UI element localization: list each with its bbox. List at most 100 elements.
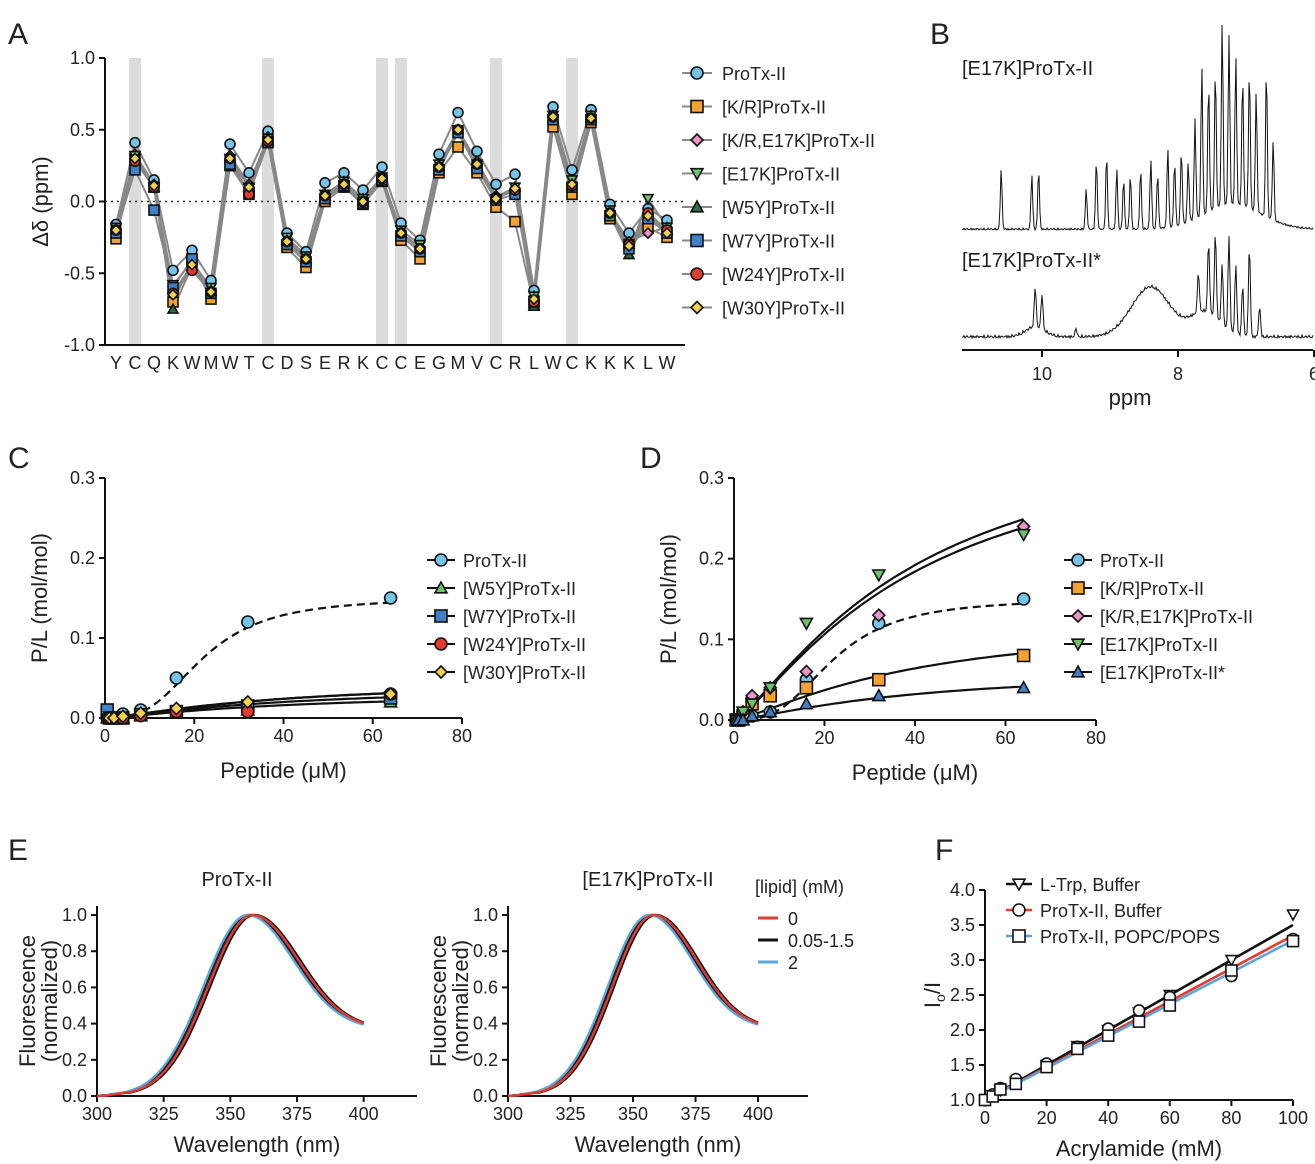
x-tick-label: 80 <box>1221 1108 1241 1128</box>
data-point <box>1224 954 1239 968</box>
data-point <box>744 698 760 712</box>
panel-letter-f: F <box>935 834 953 867</box>
data-point <box>986 1090 1000 1103</box>
legend-marker <box>434 637 448 651</box>
legend-title: [lipid] (mM) <box>755 877 844 897</box>
y-tick-label: 1.0 <box>473 905 498 925</box>
data-point <box>133 706 148 721</box>
data-point <box>242 181 256 194</box>
x-tick-label-residue: R <box>338 353 351 373</box>
data-point <box>1286 934 1300 948</box>
x-tick-label: 325 <box>149 1104 179 1124</box>
legend-marker <box>1070 638 1086 652</box>
legend-label: [W7Y]ProTx-II <box>722 232 835 252</box>
data-point <box>1132 1004 1146 1017</box>
x-tick-label: 60 <box>1160 1108 1180 1128</box>
y-tick-label: 0.8 <box>473 941 498 961</box>
data-point <box>622 239 636 253</box>
data-point <box>167 264 179 277</box>
legend-marker <box>689 199 705 213</box>
spectrum-title: [E17K]ProTx-II <box>962 58 1093 80</box>
data-point <box>224 138 236 150</box>
x-tick-label-residue: W <box>222 353 239 373</box>
legend-marker <box>1012 903 1026 917</box>
legend-marker <box>1070 608 1086 624</box>
legend-label: [K/R,E17K]ProTx-II <box>1100 607 1253 627</box>
x-tick-label: 60 <box>995 728 1015 748</box>
x-tick-label: 60 <box>363 726 383 746</box>
data-point <box>261 133 275 146</box>
emission-spectrum <box>96 913 365 1098</box>
x-tick-label: 0 <box>729 728 739 748</box>
x-tick-label: 375 <box>680 1104 710 1124</box>
highlight-band-cysteine <box>566 58 578 345</box>
legend-label: ProTx-II <box>463 551 527 571</box>
data-point <box>762 682 778 696</box>
legend-marker <box>434 553 448 567</box>
data-point <box>565 178 579 191</box>
y-tick-label: 0.1 <box>699 629 724 649</box>
data-point <box>1016 528 1031 543</box>
x-tick-label-residue: S <box>300 353 312 373</box>
legend-label: [W24Y]ProTx-II <box>722 265 845 285</box>
data-point <box>1009 1077 1023 1091</box>
emission-spectrum <box>507 913 759 1098</box>
data-point <box>413 242 427 255</box>
x-tick-label-residue: E <box>414 353 426 373</box>
y-tick-label: 0.5 <box>70 120 95 140</box>
panel-letter-e: E <box>8 834 28 867</box>
legend-label: [W5Y]ProTx-II <box>722 198 835 218</box>
legend-label: ProTx-II, POPC/POPS <box>1040 927 1220 947</box>
y-tick-label: 0.1 <box>70 628 95 648</box>
y-tick-label: 0.4 <box>473 1014 498 1034</box>
data-point <box>527 292 541 306</box>
x-tick-label: 300 <box>493 1104 523 1124</box>
y-axis-label: Fluorescence <box>15 935 40 1067</box>
data-point <box>432 160 446 174</box>
legend-label: [W30Y]ProTx-II <box>463 663 586 683</box>
data-point <box>394 226 408 240</box>
nmr-spectrum-trace <box>962 24 1314 232</box>
legend-marker <box>433 664 449 680</box>
x-tick-label-residue: M <box>451 353 466 373</box>
legend-marker <box>690 66 704 80</box>
data-point <box>1016 680 1031 694</box>
data-point <box>871 672 886 687</box>
data-point <box>470 158 484 171</box>
legend-marker <box>689 132 705 148</box>
x-tick-label-residue: V <box>471 353 483 373</box>
data-point <box>799 617 814 631</box>
legend-marker <box>1070 664 1086 678</box>
legend-marker <box>690 267 704 281</box>
emission-spectrum <box>507 913 759 1098</box>
y-tick-label: 0.3 <box>70 468 95 488</box>
x-tick-label-residue: M <box>204 353 219 373</box>
data-point <box>1071 1042 1084 1056</box>
y-axis-label: (normalized) <box>448 940 473 1062</box>
y-tick-label: 2.0 <box>950 1020 975 1040</box>
y-axis-label: (normalized) <box>37 940 62 1062</box>
y-axis-label-rest: /I <box>920 982 945 994</box>
data-point <box>871 688 887 702</box>
x-tick-label-residue: D <box>281 353 294 373</box>
y-tick-label: 0.6 <box>62 977 87 997</box>
data-point <box>994 1083 1007 1096</box>
data-point <box>1132 1015 1146 1028</box>
legend-label: L-Trp, Buffer <box>1040 875 1140 895</box>
data-point <box>115 709 130 724</box>
data-point <box>799 680 814 695</box>
data-point <box>508 182 522 195</box>
legend-label: [K/R]ProTx-II <box>722 98 826 118</box>
data-point <box>871 608 886 623</box>
x-tick-label-residue: L <box>643 353 653 373</box>
data-point <box>641 226 655 240</box>
data-point <box>744 708 760 722</box>
x-tick-label-residue: T <box>244 353 255 373</box>
y-axis-label-subscript: o <box>932 994 948 1002</box>
data-point <box>451 123 465 136</box>
legend-label: [K/R]ProTx-II <box>1100 579 1204 599</box>
legend-marker <box>1071 553 1085 567</box>
x-tick-label: 80 <box>452 726 472 746</box>
data-point <box>433 148 445 160</box>
subplot-title: ProTx-II <box>201 869 272 891</box>
